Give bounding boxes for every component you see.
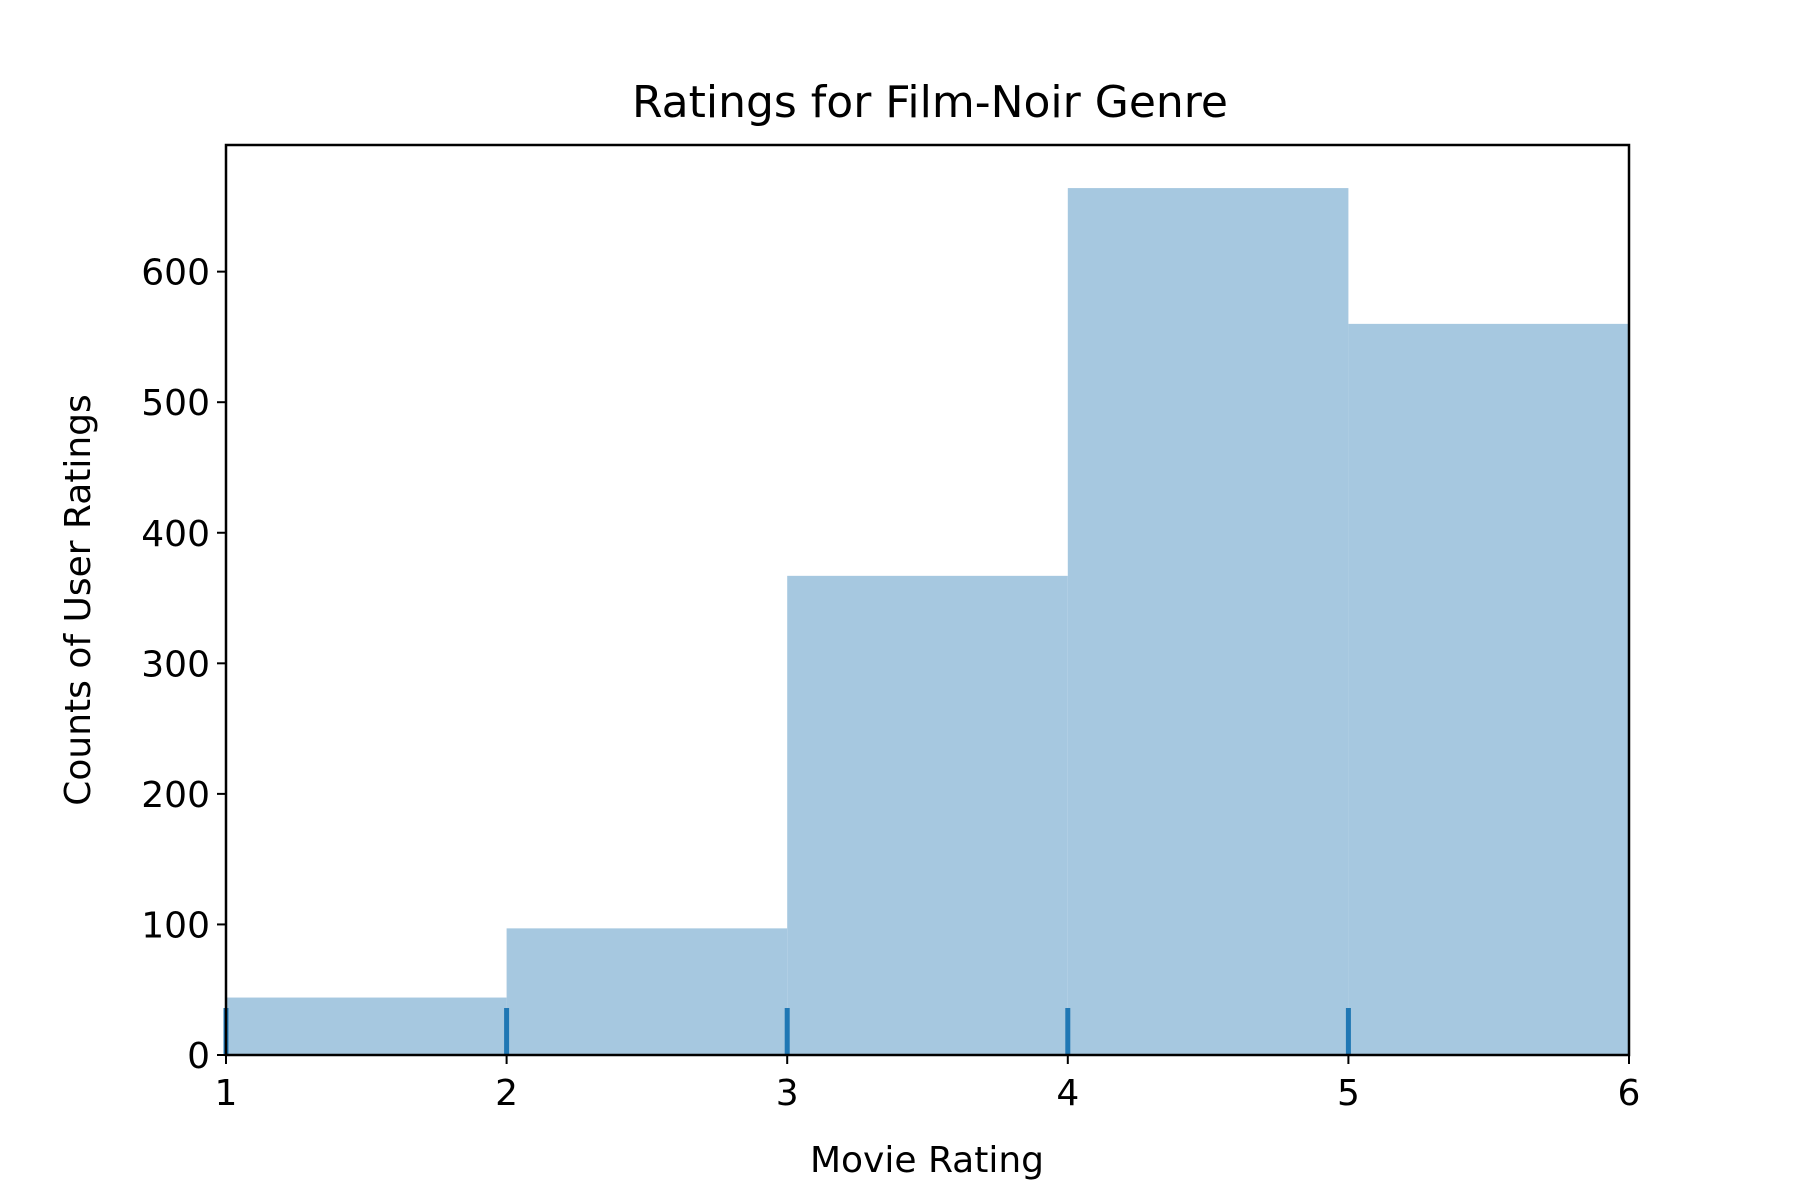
histogram-bar-5 — [1348, 323, 1629, 1055]
y-axis-ticks: 0 100 200 300 400 500 600 — [141, 253, 226, 1077]
y-tick-label: 200 — [141, 775, 210, 816]
y-tick-label: 500 — [141, 383, 210, 424]
y-tick-label: 100 — [141, 905, 210, 946]
y-axis-label: Counts of User Ratings — [58, 394, 99, 806]
x-tick-label: 6 — [1618, 1073, 1641, 1114]
histogram-bar-3 — [787, 575, 1068, 1055]
x-tick-label: 3 — [776, 1073, 799, 1114]
y-tick-label: 0 — [187, 1036, 210, 1077]
histogram-bar-4 — [1067, 188, 1349, 1055]
x-tick-label: 1 — [215, 1073, 238, 1114]
histogram-bar-2 — [506, 928, 788, 1055]
x-tick-label: 2 — [495, 1073, 518, 1114]
y-tick-label: 300 — [141, 644, 210, 685]
plot-frame — [224, 143, 1631, 1057]
x-axis-ticks: 1 2 3 4 5 6 — [215, 1055, 1641, 1114]
bars-layer — [226, 188, 1629, 1055]
histogram-bar-1 — [226, 997, 507, 1055]
chart-title: Ratings for Film-Noir Genre — [632, 77, 1228, 128]
y-tick-label: 600 — [141, 253, 210, 294]
x-tick-label: 5 — [1337, 1073, 1360, 1114]
x-axis-label: Movie Rating — [810, 1140, 1044, 1181]
x-tick-label: 4 — [1056, 1073, 1079, 1114]
y-tick-label: 400 — [141, 514, 210, 555]
